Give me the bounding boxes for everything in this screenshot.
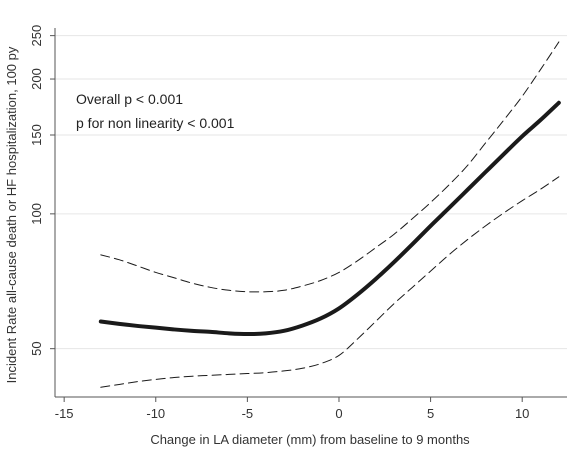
y-tick-label-200: 200 [29, 68, 44, 90]
y-axis-title: Incident Rate all-cause death or HF hosp… [4, 46, 19, 383]
series-group [98, 41, 561, 388]
gridlines [55, 35, 567, 350]
x-axis-ticks: -15 -10 -5 0 5 10 [55, 397, 529, 421]
spline-estimate-line [98, 100, 561, 337]
x-axis-title: Change in LA diameter (mm) from baseline… [150, 432, 470, 447]
x-tick-label--10: -10 [146, 406, 165, 421]
annotation-overall-p: Overall p < 0.001 [76, 91, 183, 107]
x-tick-label-10: 10 [515, 406, 529, 421]
lower-ci-line [100, 176, 560, 388]
y-tick-label-50: 50 [29, 341, 44, 355]
x-tick-label--15: -15 [55, 406, 74, 421]
y-tick-label-150: 150 [29, 124, 44, 146]
x-tick-label-0: 0 [335, 406, 342, 421]
x-tick-label--5: -5 [242, 406, 254, 421]
annotation-nonlinearity-p: p for non linearity < 0.001 [76, 115, 235, 131]
upper-ci-line [100, 41, 560, 293]
y-axis-ticks: 50 100 150 200 250 [29, 25, 55, 356]
y-tick-label-100: 100 [29, 203, 44, 225]
x-tick-label-5: 5 [427, 406, 434, 421]
y-tick-label-250: 250 [29, 25, 44, 47]
